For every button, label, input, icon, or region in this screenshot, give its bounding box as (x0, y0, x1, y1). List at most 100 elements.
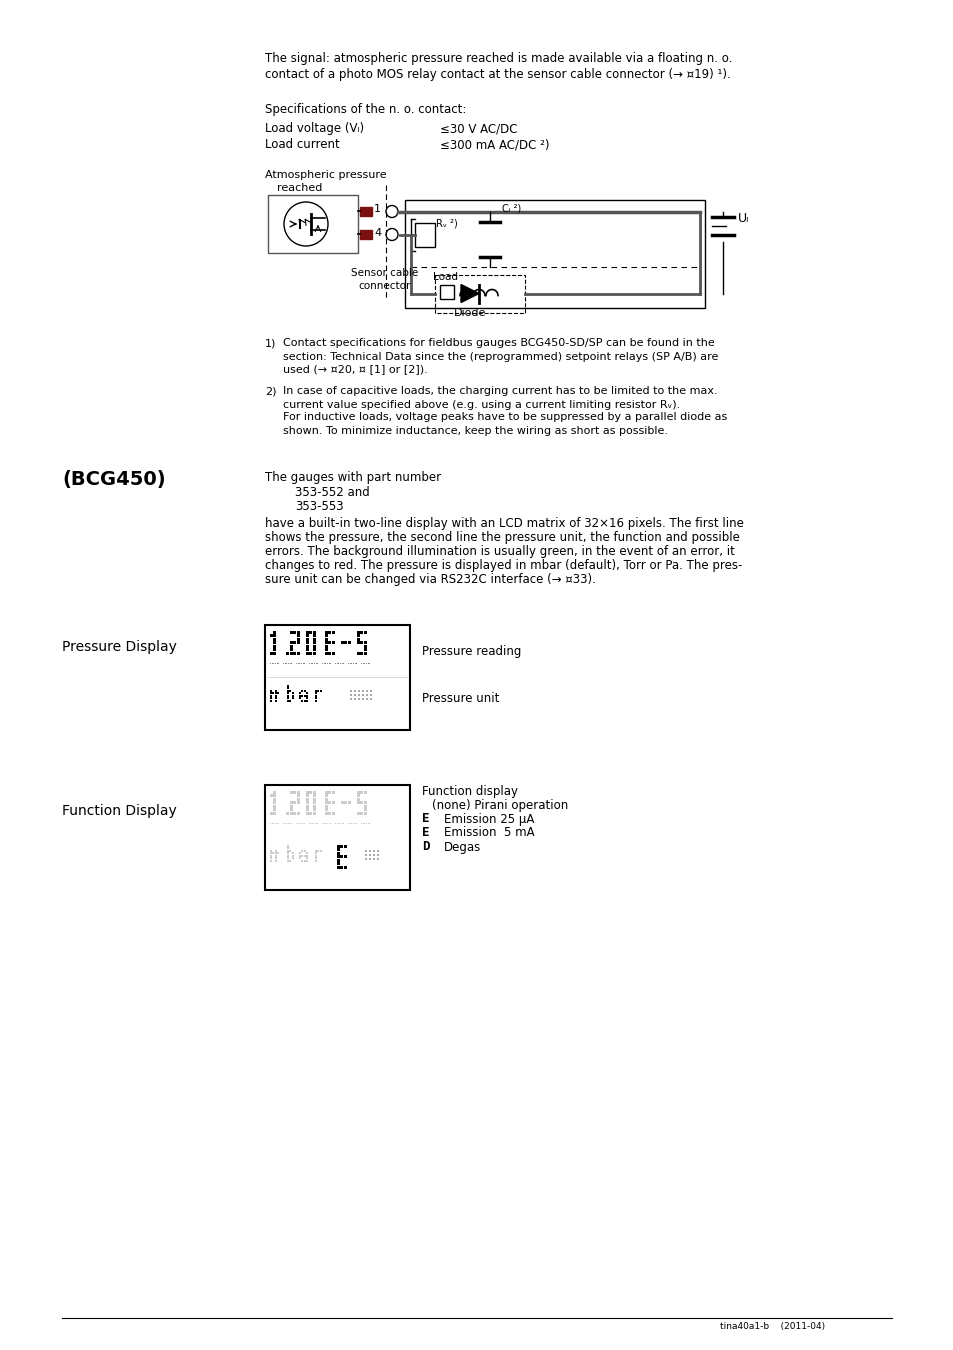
Bar (312, 822, 313, 824)
Text: section: Technical Data since the (reprogrammed) setpoint relays (SP A/B) are: section: Technical Data since the (repro… (283, 351, 718, 362)
Bar (340, 845, 343, 848)
Bar (356, 641, 359, 644)
Bar (270, 697, 272, 699)
Bar (366, 822, 367, 824)
Bar (306, 699, 308, 702)
Bar (316, 822, 317, 824)
Bar (287, 699, 289, 702)
Bar (274, 663, 276, 664)
Bar (290, 644, 293, 648)
Bar (270, 855, 272, 856)
Bar (274, 644, 276, 648)
Bar (274, 798, 276, 801)
Bar (364, 801, 367, 805)
Bar (364, 641, 367, 644)
Bar (435, 274, 524, 312)
Bar (361, 694, 364, 695)
Bar (306, 791, 309, 794)
Bar (286, 811, 289, 814)
Bar (313, 809, 315, 811)
Bar (295, 822, 297, 824)
Text: Load: Load (433, 273, 457, 282)
Bar (265, 625, 410, 729)
Bar (359, 230, 372, 239)
Bar (286, 652, 289, 655)
Bar (290, 648, 293, 651)
Bar (324, 822, 326, 824)
Text: ≤300 mA AC/DC ²): ≤300 mA AC/DC ²) (439, 138, 549, 151)
Bar (357, 694, 359, 695)
Bar (329, 822, 331, 824)
Bar (301, 690, 303, 691)
Bar (291, 663, 292, 664)
Bar (306, 811, 309, 814)
Bar (376, 853, 378, 856)
Bar (274, 694, 276, 697)
Text: Emission 25 μA: Emission 25 μA (443, 813, 534, 825)
Bar (298, 694, 301, 697)
Bar (328, 630, 331, 633)
Bar (355, 663, 356, 664)
Bar (373, 857, 375, 860)
Bar (287, 857, 289, 859)
Bar (313, 634, 315, 637)
Text: contact of a photo MOS relay contact at the sensor cable connector (→ ¤19) ¹).: contact of a photo MOS relay contact at … (265, 68, 730, 81)
Bar (277, 693, 279, 694)
Bar (274, 634, 276, 637)
Bar (373, 853, 375, 856)
Bar (270, 693, 272, 694)
Bar (366, 690, 368, 691)
Bar (350, 694, 352, 695)
Bar (366, 698, 368, 699)
Text: tina40a1-b    (2011-04): tina40a1-b (2011-04) (720, 1322, 824, 1331)
Bar (301, 822, 302, 824)
Bar (325, 811, 328, 814)
Bar (360, 811, 363, 814)
Bar (270, 822, 272, 824)
Bar (353, 663, 355, 664)
Bar (313, 652, 315, 655)
Bar (356, 630, 359, 633)
Bar (274, 690, 276, 691)
Text: 2): 2) (265, 386, 276, 397)
Bar (332, 641, 335, 644)
Bar (360, 652, 363, 655)
Bar (306, 855, 308, 856)
Bar (292, 694, 294, 697)
Bar (274, 855, 276, 856)
Bar (277, 822, 278, 824)
Bar (350, 698, 352, 699)
Bar (336, 855, 339, 859)
Bar (370, 690, 372, 691)
Bar (328, 811, 331, 814)
Bar (314, 849, 316, 852)
Bar (304, 690, 306, 691)
Bar (344, 641, 347, 644)
Bar (356, 801, 359, 805)
Bar (309, 791, 313, 794)
Bar (325, 805, 328, 807)
Bar (370, 694, 372, 695)
Bar (340, 641, 344, 644)
Bar (325, 794, 328, 796)
Bar (325, 791, 328, 794)
Bar (322, 663, 323, 664)
Bar (290, 801, 293, 805)
Bar (274, 791, 276, 794)
Text: errors. The background illumination is usually green, in the event of an error, : errors. The background illumination is u… (265, 544, 734, 558)
Bar (304, 849, 306, 852)
Bar (296, 798, 299, 801)
Bar (363, 663, 365, 664)
Bar (309, 652, 313, 655)
Text: Contact specifications for fieldbus gauges BCG450-SD/SP can be found in the: Contact specifications for fieldbus gaug… (283, 339, 714, 348)
Bar (270, 694, 272, 697)
Bar (317, 849, 319, 852)
Bar (361, 690, 364, 691)
Bar (314, 855, 316, 856)
Bar (350, 822, 352, 824)
Bar (274, 641, 276, 644)
Bar (365, 853, 367, 856)
Bar (328, 801, 331, 805)
Bar (304, 860, 306, 861)
Bar (364, 805, 367, 807)
